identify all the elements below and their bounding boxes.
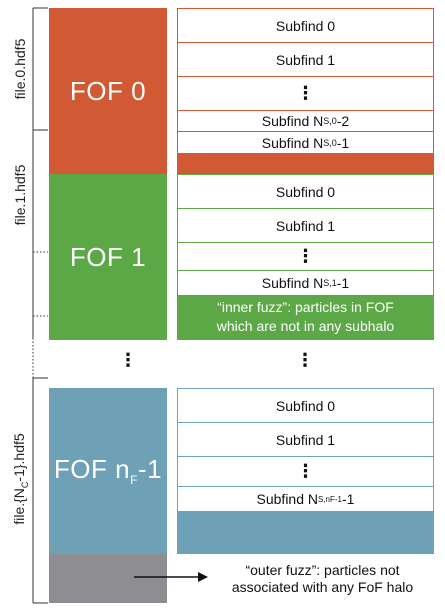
subfind-row: Subfind N S,0 -1 bbox=[178, 132, 433, 153]
subfind-ellipsis: ⋮ bbox=[178, 457, 433, 487]
subfind-row: Subfind N S,1 -1 bbox=[178, 271, 433, 295]
fof-group-last: FOF nF-1 bbox=[49, 388, 167, 554]
outer-fuzz-arrow bbox=[134, 572, 208, 582]
subfind-row: Subfind 1 bbox=[178, 43, 433, 77]
outer-fuzz-block bbox=[49, 554, 167, 603]
outer-fuzz-note: “outer fuzz”: particles not associated w… bbox=[205, 562, 440, 596]
subfind-ellipsis: ⋮ bbox=[178, 243, 433, 271]
subfind-column-last: Subfind 0 Subfind 1 ⋮ Subfind N S,nF-1 -1 bbox=[177, 388, 434, 554]
file-bracket bbox=[32, 7, 48, 604]
inner-fuzz-band: “inner fuzz”: particles in FOF which are… bbox=[178, 295, 433, 340]
subfind-row: Subfind 1 bbox=[178, 423, 433, 457]
fof-label-0: FOF 0 bbox=[69, 75, 147, 106]
subfind-row: Subfind 0 bbox=[178, 175, 433, 209]
file-label-0: file.0.hdf5 bbox=[12, 38, 28, 100]
subfind-row: Subfind N S,0 -2 bbox=[178, 111, 433, 132]
inner-fuzz-line1: “inner fuzz”: particles in FOF bbox=[217, 299, 394, 315]
fuzz-band-last bbox=[178, 511, 433, 554]
fof-group-0: FOF 0 bbox=[49, 8, 167, 174]
subfind-row: Subfind 1 bbox=[178, 209, 433, 243]
subfind-row: Subfind 0 bbox=[178, 389, 433, 423]
subfind-column-1: Subfind 0 Subfind 1 ⋮ Subfind N S,1 -1 “in… bbox=[177, 174, 434, 340]
inner-fuzz-line2: which are not in any subhalo bbox=[216, 318, 395, 334]
fuzz-band-0 bbox=[178, 153, 433, 174]
file-label-1: file.1.hdf5 bbox=[12, 164, 28, 226]
subfind-row: Subfind 0 bbox=[178, 9, 433, 43]
gap-ellipsis-right: ⋮ bbox=[296, 350, 314, 370]
fof-group-1: FOF 1 bbox=[49, 174, 167, 340]
gap-ellipsis-left: ⋮ bbox=[119, 350, 137, 370]
fof-label-last: FOF nF-1 bbox=[53, 454, 163, 488]
fof-label-1: FOF 1 bbox=[69, 241, 147, 272]
subfind-ellipsis: ⋮ bbox=[178, 77, 433, 111]
outer-fuzz-line2: associated with any FoF halo bbox=[231, 579, 414, 595]
subfind-row: Subfind N S,nF-1 -1 bbox=[178, 487, 433, 511]
subfind-column-0: Subfind 0 Subfind 1 ⋮ Subfind N S,0 -2 Sub… bbox=[177, 8, 434, 174]
file-label-last: file.{NC-1}.hdf5 bbox=[11, 433, 30, 525]
outer-fuzz-line1: “outer fuzz”: particles not bbox=[245, 562, 400, 578]
